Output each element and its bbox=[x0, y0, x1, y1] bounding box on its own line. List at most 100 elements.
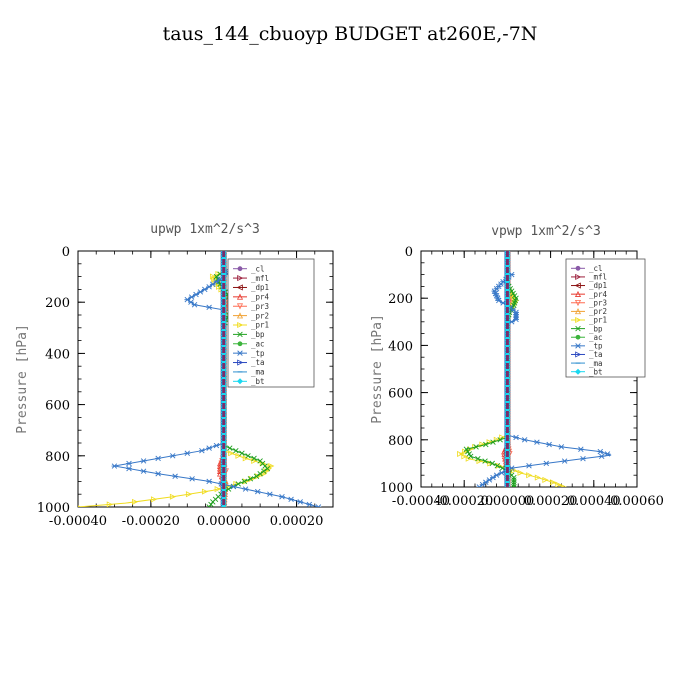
data-point bbox=[476, 484, 483, 487]
data-point bbox=[233, 447, 239, 454]
data-point bbox=[235, 481, 242, 487]
data-point bbox=[560, 483, 567, 487]
data-point bbox=[193, 291, 199, 298]
data-point bbox=[251, 457, 258, 464]
data-point bbox=[521, 437, 528, 443]
legend-item-mfl: _mfl bbox=[233, 274, 269, 283]
x-tick-label: -0.00020 bbox=[435, 494, 493, 509]
legend-item-pr2: _pr2 bbox=[571, 307, 607, 316]
legend-item-bt: _bt bbox=[233, 377, 265, 386]
data-point bbox=[188, 299, 194, 305]
legend-item-ac: _ac bbox=[571, 333, 603, 342]
y-tick-label: 1000 bbox=[380, 481, 413, 496]
legend-label: _mfl bbox=[589, 273, 607, 282]
data-point bbox=[253, 473, 260, 479]
data-point bbox=[191, 302, 198, 308]
data-point bbox=[543, 460, 550, 467]
data-point bbox=[213, 279, 220, 285]
data-point bbox=[475, 455, 481, 462]
legend-marker bbox=[575, 351, 582, 358]
legend-marker bbox=[236, 303, 244, 310]
data-point bbox=[201, 488, 209, 495]
legend-item-tp: _tp bbox=[571, 342, 603, 351]
legend-marker bbox=[575, 325, 581, 332]
y-tick-label: 200 bbox=[45, 296, 70, 311]
y-tick-label: 200 bbox=[388, 292, 413, 307]
data-point bbox=[242, 455, 249, 462]
legend-label: _bt bbox=[589, 367, 603, 376]
legend-label: _bt bbox=[251, 377, 265, 386]
panel-title: upwp 1xm^2/s^3 bbox=[150, 222, 260, 237]
data-point bbox=[490, 439, 496, 445]
data-point bbox=[306, 501, 313, 507]
legend-label: _ta bbox=[589, 350, 603, 359]
data-point bbox=[517, 469, 524, 476]
legend-item-bp: _bp bbox=[233, 330, 265, 339]
data-point bbox=[259, 460, 266, 467]
legend-marker bbox=[574, 308, 582, 315]
data-point bbox=[184, 296, 191, 303]
data-point bbox=[493, 472, 500, 478]
y-tick-label: 0 bbox=[405, 245, 413, 260]
data-point bbox=[266, 491, 273, 497]
data-point bbox=[315, 504, 322, 507]
data-point bbox=[198, 447, 205, 454]
x-tick-label: -0.00040 bbox=[392, 494, 450, 509]
data-point bbox=[206, 445, 213, 451]
data-point bbox=[189, 476, 196, 482]
data-point bbox=[239, 450, 245, 456]
data-point bbox=[577, 446, 584, 452]
data-point bbox=[511, 479, 517, 485]
data-point bbox=[511, 474, 517, 481]
data-point bbox=[245, 453, 251, 459]
plot-area bbox=[78, 251, 322, 507]
data-point bbox=[197, 289, 204, 295]
data-point bbox=[140, 468, 147, 474]
legend-marker bbox=[236, 284, 243, 291]
legend-label: _pr3 bbox=[589, 298, 607, 307]
data-point bbox=[482, 458, 488, 464]
legend-item-pr1: _pr1 bbox=[233, 321, 269, 330]
legend-item-cl: _cl bbox=[571, 264, 603, 273]
y-axis-label: Pressure [hPa] bbox=[370, 314, 385, 424]
data-point bbox=[260, 470, 268, 477]
legend-item-pr4: _pr4 bbox=[233, 293, 270, 302]
data-point bbox=[188, 294, 195, 300]
legend-item-ma: _ma bbox=[571, 359, 603, 368]
legend-label: _ta bbox=[251, 358, 265, 367]
legend-label: _ma bbox=[589, 359, 603, 368]
data-point bbox=[558, 444, 565, 450]
data-point bbox=[172, 473, 179, 479]
legend-marker bbox=[236, 293, 244, 300]
data-point bbox=[497, 437, 503, 443]
data-point bbox=[494, 463, 501, 469]
data-point bbox=[169, 453, 176, 459]
data-point bbox=[201, 286, 208, 293]
legend-marker bbox=[575, 334, 581, 340]
legend-label: _pr4 bbox=[251, 293, 270, 302]
legend-item-bt: _bt bbox=[571, 367, 603, 376]
legend-label: _tp bbox=[251, 349, 265, 358]
legend-marker bbox=[237, 321, 244, 329]
data-point bbox=[213, 442, 220, 449]
legend-item-dp1: _dp1 bbox=[571, 281, 607, 290]
x-tick-label: 0.00040 bbox=[567, 494, 621, 509]
data-point bbox=[185, 491, 193, 498]
data-point bbox=[461, 453, 468, 460]
data-point bbox=[230, 483, 237, 490]
legend-item-pr1: _pr1 bbox=[571, 316, 607, 325]
data-point bbox=[247, 476, 254, 482]
data-point bbox=[457, 450, 464, 458]
legend-box bbox=[227, 258, 315, 388]
legend-marker bbox=[237, 266, 243, 272]
upwp-panel: upwp 1xm^2/s^3 Pressure [hPa] -0.00040 -0.0… bbox=[15, 222, 334, 529]
data-point bbox=[126, 465, 132, 472]
legend-marker bbox=[237, 359, 244, 366]
data-point bbox=[511, 481, 517, 487]
legend-marker bbox=[575, 265, 581, 271]
data-point bbox=[598, 453, 605, 460]
vpwp-panel: vpwp 1xm^2/s^3 Pressure [hPa] -0.00040-0.0… bbox=[370, 224, 664, 509]
legend-item-ma: _ma bbox=[233, 368, 265, 377]
legend-label: _pr1 bbox=[589, 316, 607, 325]
